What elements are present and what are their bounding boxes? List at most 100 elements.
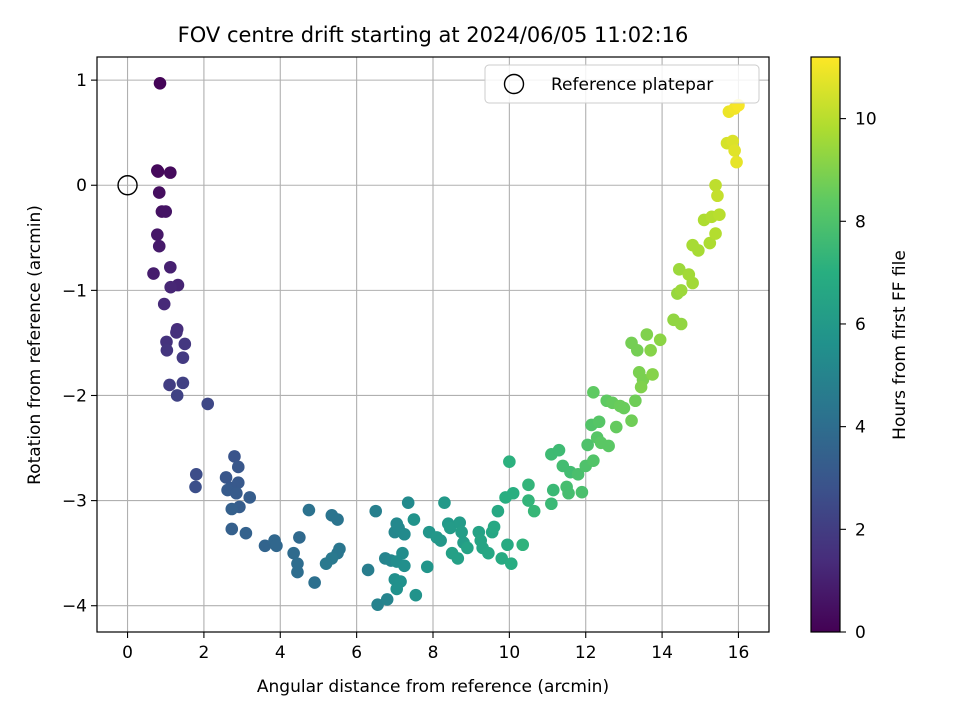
y-tick-label: 0 <box>76 176 87 196</box>
data-point <box>176 376 190 390</box>
y-axis-ticks: 1 0 −1 −2 −3 −4 <box>62 71 97 617</box>
x-tick-label: 0 <box>122 643 133 663</box>
colorbar-tick-label: 0 <box>855 623 866 643</box>
y-axis-label: Rotation from reference (arcmin) <box>25 205 45 485</box>
data-point <box>587 454 600 467</box>
data-point <box>225 502 239 516</box>
data-point <box>571 468 585 481</box>
legend-box <box>484 64 760 104</box>
data-point <box>644 343 657 357</box>
colorbar-ticks: 0 2 4 6 8 10 <box>840 110 877 643</box>
data-point <box>225 522 239 536</box>
data-point <box>164 280 177 294</box>
data-point <box>239 526 253 540</box>
data-point <box>231 460 245 474</box>
data-point <box>527 504 541 518</box>
data-point <box>157 297 171 311</box>
colorbar <box>810 56 841 633</box>
data-point <box>409 588 423 602</box>
data-point <box>504 557 518 570</box>
data-point <box>170 326 183 339</box>
data-point <box>163 378 176 392</box>
x-tick-label: 2 <box>198 643 209 663</box>
data-point <box>491 504 505 518</box>
data-point <box>728 144 741 157</box>
data-point <box>420 560 434 574</box>
data-point <box>562 486 575 500</box>
y-tick-label: −2 <box>62 386 87 406</box>
colorbar-tick-label: 6 <box>855 315 866 335</box>
data-point <box>331 513 344 526</box>
data-point <box>646 368 659 381</box>
data-point <box>602 439 615 453</box>
chart-title: FOV centre drift starting at 2024/06/05 … <box>178 23 689 47</box>
data-point <box>438 496 451 510</box>
data-point <box>390 582 404 596</box>
data-point <box>522 478 535 492</box>
legend: Reference platepar <box>484 64 760 104</box>
data-point <box>546 483 560 497</box>
data-point <box>592 415 606 429</box>
data-point <box>703 236 717 250</box>
colorbar-tick-label: 2 <box>855 520 866 540</box>
data-point <box>228 450 241 463</box>
data-point <box>302 503 316 517</box>
y-tick-label: 1 <box>76 71 87 91</box>
data-point <box>501 538 514 552</box>
data-point <box>291 565 304 579</box>
data-point <box>164 260 177 274</box>
y-tick-label: −1 <box>62 281 87 301</box>
x-tick-label: 12 <box>575 643 597 663</box>
data-point <box>270 539 283 553</box>
colorbar-tick-label: 4 <box>855 418 866 438</box>
data-point <box>487 520 501 534</box>
y-tick-label: −4 <box>62 597 87 617</box>
data-point <box>178 337 192 351</box>
data-point <box>147 267 160 280</box>
x-tick-label: 10 <box>499 643 521 663</box>
data-point <box>308 576 321 589</box>
data-point <box>713 208 726 221</box>
data-point <box>434 534 447 547</box>
data-point <box>581 438 594 452</box>
data-point <box>730 155 743 169</box>
data-point <box>159 205 173 218</box>
data-point <box>443 521 457 535</box>
data-points <box>147 76 745 611</box>
colorbar-tick-label: 8 <box>855 212 866 232</box>
data-point <box>653 333 667 347</box>
x-axis-ticks: 0 2 4 6 8 10 12 14 16 <box>122 632 749 663</box>
data-point <box>495 552 509 565</box>
data-point <box>692 244 705 257</box>
data-point <box>674 317 688 331</box>
data-point <box>230 486 243 500</box>
data-point <box>293 531 306 544</box>
data-point <box>545 497 558 511</box>
data-point <box>451 552 465 565</box>
x-tick-label: 14 <box>651 643 673 663</box>
data-point <box>640 328 654 341</box>
data-point <box>686 276 699 290</box>
data-point <box>287 546 300 560</box>
data-point <box>151 228 164 241</box>
grid <box>97 57 769 632</box>
data-point <box>189 468 203 481</box>
data-point <box>552 443 566 457</box>
data-point <box>453 516 467 529</box>
data-point <box>625 414 638 428</box>
data-point <box>587 386 600 399</box>
data-point <box>164 166 177 179</box>
data-point <box>522 494 535 507</box>
data-point <box>516 538 530 552</box>
data-point <box>461 541 474 555</box>
data-point <box>726 134 740 148</box>
x-tick-label: 16 <box>728 643 750 663</box>
data-point <box>258 539 272 553</box>
data-point <box>674 284 688 297</box>
data-point <box>617 401 631 415</box>
data-point <box>709 227 722 240</box>
data-point <box>455 525 468 539</box>
data-point <box>189 480 202 494</box>
data-point <box>629 394 642 408</box>
data-point <box>401 496 415 510</box>
